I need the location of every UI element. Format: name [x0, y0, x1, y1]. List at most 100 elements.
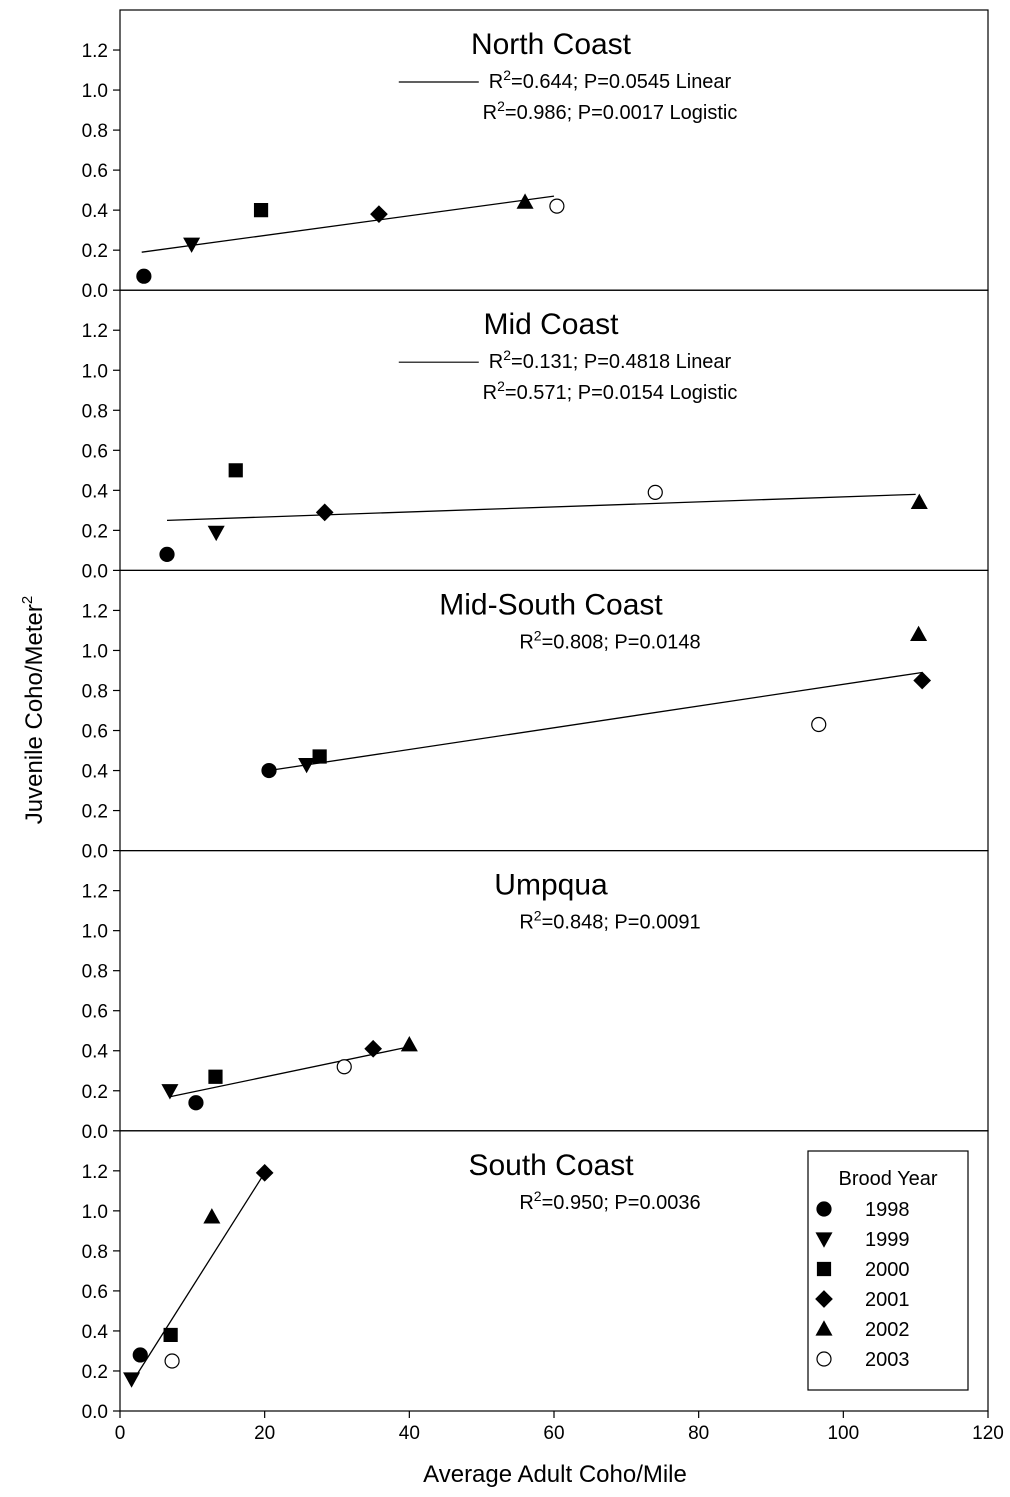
- y-tick-label: 0.2: [82, 1362, 108, 1383]
- y-tick-label: 1.0: [82, 922, 108, 943]
- legend-label: 1998: [865, 1199, 910, 1221]
- point: [163, 1327, 178, 1343]
- point: [910, 625, 928, 642]
- y-tick-label: 1.0: [82, 641, 108, 662]
- point: [312, 749, 327, 764]
- stat-text: =0.986; P=0.0017 Logistic: [505, 102, 737, 124]
- stat-annotation: R2=0.808; P=0.0148: [519, 627, 700, 653]
- y-tick-label: 0.8: [82, 962, 108, 983]
- legend-marker: [816, 1261, 832, 1277]
- y-tick-label: 1.0: [82, 1202, 108, 1223]
- point: [261, 762, 277, 779]
- stat-text: =0.848; P=0.0091: [542, 912, 701, 934]
- y-tick-label: 0.0: [82, 842, 108, 863]
- stat-prefix: R: [519, 631, 533, 653]
- stat-annotation: R2=0.131; P=0.4818 Linear: [489, 347, 732, 373]
- stat-annotation: R2=0.644; P=0.0545 Linear: [489, 67, 732, 93]
- stat-prefix: R: [489, 351, 503, 373]
- legend-label: 1999: [865, 1229, 910, 1251]
- y-tick-label: 1.0: [82, 361, 108, 382]
- point: [207, 525, 225, 542]
- y-tick-label: 1.2: [82, 321, 108, 342]
- point: [183, 237, 201, 253]
- point: [164, 1353, 180, 1369]
- y-tick-label: 1.2: [82, 882, 108, 903]
- stat-prefix: R: [489, 71, 503, 93]
- stat-prefix: R: [519, 912, 533, 934]
- point: [203, 1208, 221, 1224]
- y-tick-label: 0.4: [82, 1042, 109, 1063]
- legend-marker: [815, 1320, 833, 1336]
- point: [159, 546, 175, 562]
- y-tick-label: 1.2: [82, 41, 108, 62]
- point: [910, 493, 928, 509]
- y-axis-label-sup: 2: [19, 596, 36, 604]
- y-tick-label: 0.6: [82, 1282, 108, 1303]
- legend-box: [807, 1150, 969, 1391]
- point: [811, 716, 827, 733]
- y-tick-label: 0.4: [82, 481, 109, 502]
- stat-annotation: R2=0.571; P=0.0154 Logistic: [483, 378, 738, 404]
- fit-line: [141, 195, 555, 253]
- stat-sup: 2: [534, 627, 542, 643]
- legend-marker: [815, 1290, 833, 1308]
- legend-label: 2001: [865, 1289, 910, 1311]
- y-tick-label: 0.6: [82, 1002, 108, 1023]
- fit-line: [268, 671, 923, 772]
- stat-text: =0.950; P=0.0036: [542, 1192, 701, 1214]
- legend-label: 2000: [865, 1259, 910, 1281]
- stat-text: =0.571; P=0.0154 Logistic: [505, 382, 737, 404]
- panel-title: Mid Coast: [483, 308, 619, 341]
- point: [370, 205, 388, 223]
- legend-title: Brood Year: [839, 1168, 938, 1190]
- y-tick-label: 1.2: [82, 601, 108, 622]
- point: [647, 484, 663, 500]
- y-tick-label: 0.4: [82, 762, 109, 783]
- y-axis-label: Juvenile Coho/Meter2: [19, 596, 48, 824]
- legend-label: 2003: [865, 1349, 910, 1371]
- point: [315, 503, 334, 522]
- point: [253, 203, 269, 218]
- point: [136, 268, 152, 284]
- stat-text: =0.808; P=0.0148: [542, 631, 701, 653]
- point: [188, 1095, 204, 1111]
- stat-annotation: R2=0.986; P=0.0017 Logistic: [483, 98, 738, 124]
- y-tick-label: 0.8: [82, 121, 108, 142]
- x-tick-label: 40: [399, 1423, 420, 1444]
- y-tick-label: 1.2: [82, 1162, 108, 1183]
- stat-sup: 2: [503, 347, 511, 363]
- y-tick-label: 1.0: [82, 81, 108, 102]
- x-tick-label: 80: [688, 1423, 709, 1444]
- stat-prefix: R: [519, 1192, 533, 1214]
- point: [208, 1069, 223, 1084]
- point: [364, 1039, 383, 1058]
- panel-title: Mid-South Coast: [439, 588, 663, 621]
- point: [123, 1372, 141, 1388]
- y-tick-label: 0.0: [82, 1402, 108, 1423]
- fit-line: [169, 1046, 410, 1098]
- y-axis-label-text: Juvenile Coho/Meter: [21, 604, 48, 824]
- panel-title: South Coast: [468, 1149, 634, 1182]
- stat-sup: 2: [497, 378, 505, 394]
- legend-marker: [815, 1232, 833, 1248]
- y-tick-label: 0.6: [82, 722, 108, 743]
- x-tick-label: 120: [972, 1423, 1004, 1444]
- x-axis-label: Average Adult Coho/Mile: [423, 1461, 687, 1488]
- point: [161, 1084, 179, 1100]
- point: [228, 463, 243, 478]
- legend-label: 2002: [865, 1319, 910, 1341]
- point: [255, 1163, 274, 1182]
- y-tick-label: 0.2: [82, 241, 108, 262]
- y-tick-label: 0.0: [82, 281, 108, 302]
- panel-title: North Coast: [471, 28, 632, 61]
- stat-sup: 2: [534, 1188, 542, 1204]
- fit-line: [166, 493, 916, 522]
- stat-sup: 2: [503, 67, 511, 83]
- legend-marker: [816, 1201, 832, 1217]
- point: [913, 671, 932, 690]
- stat-sup: 2: [497, 98, 505, 114]
- x-tick-label: 0: [115, 1423, 126, 1444]
- fit-line: [131, 1172, 266, 1384]
